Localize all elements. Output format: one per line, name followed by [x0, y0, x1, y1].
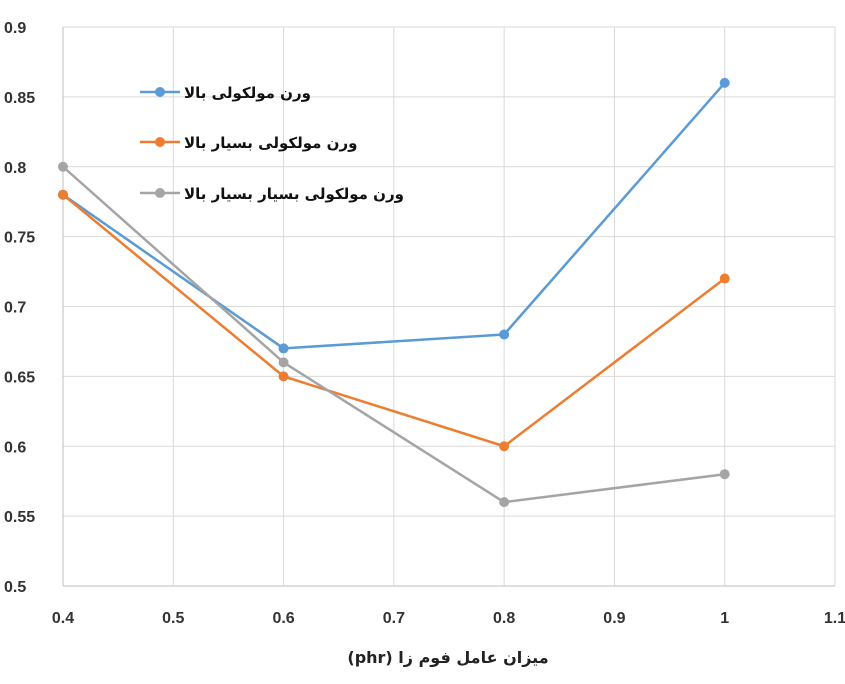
x-tick-label: 0.9 [603, 610, 625, 627]
legend-entry: ورن مولکولی بالا [140, 84, 311, 102]
y-tick-label: 0.5 [4, 579, 26, 596]
data-point [719, 469, 730, 480]
series-line [62, 165, 725, 504]
legend-label: ورن مولکولی بسیار بسیار بالا [184, 185, 404, 203]
series-lines [58, 77, 730, 508]
data-point [58, 189, 68, 200]
y-tick-label: 0.75 [4, 230, 35, 247]
data-point [499, 497, 510, 508]
legend-label: ورن مولکولی بسیار بالا [184, 134, 357, 152]
legend-swatch-marker [155, 188, 165, 198]
x-tick-label: 0.5 [162, 610, 184, 627]
data-point [278, 343, 289, 354]
series-2 [58, 189, 730, 452]
y-tick-label: 0.65 [4, 369, 35, 386]
x-tick-label: 1 [720, 610, 729, 627]
series-3 [58, 161, 730, 508]
x-tick-label: 0.6 [272, 610, 294, 627]
x-tick-label: 0.7 [383, 610, 405, 627]
y-tick-label: 0.7 [4, 300, 26, 317]
y-tick-label: 0.8 [4, 160, 26, 177]
data-point [58, 161, 68, 172]
x-tick-label: 0.8 [493, 610, 515, 627]
data-point [719, 273, 730, 284]
y-tick-label: 0.85 [4, 90, 35, 107]
legend-label: ورن مولکولی بالا [184, 84, 311, 102]
x-tick-label: 1.1 [824, 610, 845, 627]
gridlines [63, 26, 836, 586]
legend-swatch-marker [155, 137, 165, 147]
legend-entry: ورن مولکولی بسیار بسیار بالا [140, 185, 404, 203]
y-tick-label: 0.6 [4, 439, 26, 456]
legend-entry: ورن مولکولی بسیار بالا [140, 134, 357, 152]
data-point [499, 329, 510, 340]
series-line [62, 193, 726, 448]
y-tick-label: 0.55 [4, 509, 35, 526]
x-tick-label: 0.4 [52, 610, 74, 627]
x-axis-title: میزان عامل فوم زا (phr) [347, 648, 548, 667]
axes [62, 27, 835, 587]
legend: ورن مولکولی بالا ورن مولکولی بسیار بالا ور… [140, 84, 404, 203]
data-point [278, 371, 289, 382]
legend-swatch-marker [155, 87, 165, 97]
data-point [719, 77, 730, 88]
series-line [62, 82, 726, 350]
data-point [499, 441, 510, 452]
data-point [278, 357, 289, 368]
y-tick-label: 0.9 [4, 20, 26, 37]
tick-labels: 0.5 0.55 0.6 0.65 0.7 0.75 0.8 0.85 0.9 0.4 0.5 0.6… [4, 20, 845, 627]
